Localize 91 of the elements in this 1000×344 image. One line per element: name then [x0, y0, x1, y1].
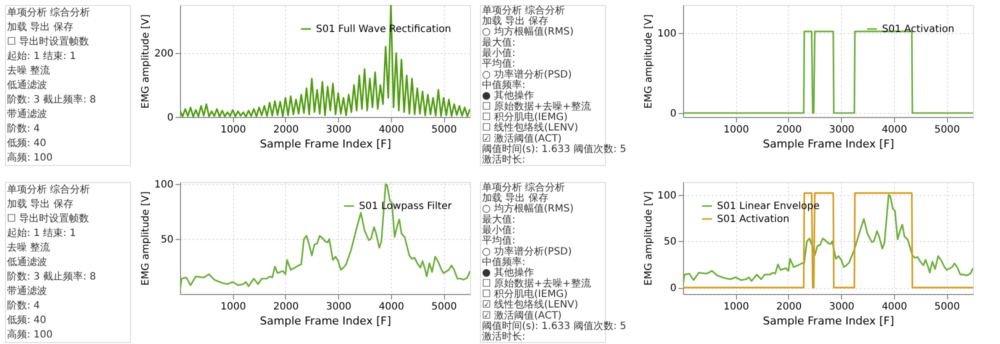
text: 阶数: 4 [7, 124, 40, 135]
x-tick-label: 3000 [828, 302, 854, 312]
text: 加载 导出 保存 [7, 198, 74, 210]
text: 去噪 整流 [7, 241, 50, 254]
x-tick-label: 2000 [776, 302, 802, 312]
y-tick-label: 200 [154, 48, 174, 60]
x-axis-title: Sample Frame Index [F] [762, 314, 894, 328]
text: 单项分析 综合分析 [482, 181, 566, 194]
text: 加载 导出 保存 [482, 15, 548, 27]
x-tick-label: 4000 [378, 124, 404, 136]
text: ○ 均方根幅值(RMS) [482, 202, 574, 215]
x-tick-label: 4000 [882, 302, 908, 312]
text: ● 其他操作 [482, 90, 534, 102]
x-tick-label: 1000 [220, 124, 246, 136]
text: ☐ 导出时设置帧数 [7, 212, 90, 224]
text: 单项分析 综合分析 [7, 183, 90, 196]
x-axis-title: Sample Frame Index [F] [762, 138, 894, 150]
text: 中值频率: [482, 79, 526, 91]
text: 低通滤波 [7, 79, 47, 91]
text: ☐ 原始数据+去噪+整流 [482, 100, 591, 112]
x-tick-label: 3000 [326, 124, 352, 136]
text: ☑ 激活阈值(ACT) [482, 132, 562, 144]
text: ○ 功率谱分析(PSD) [482, 68, 572, 80]
text: 阶数: 3 截止频率: 8 [7, 94, 96, 106]
text: 平均值: [482, 58, 516, 70]
text: 阶数: 3 截止频率: 8 [7, 270, 96, 283]
y-tick-label: 0 [167, 112, 174, 124]
x-tick-label: 5000 [934, 302, 960, 312]
text: ☐ 线性包络线(LENV) [482, 122, 578, 134]
x-tick-label: 3000 [828, 124, 854, 136]
text: 阈值时间(s): 1.633 阈值次数: 5 [482, 320, 626, 332]
text: 阈值时间(s): 1.633 阈值次数: 5 [482, 143, 626, 155]
x-tick-label: 3000 [326, 302, 352, 312]
text: ● 其他操作 [482, 266, 534, 279]
text: 最大值: [482, 36, 516, 48]
text: 加载 导出 保存 [7, 20, 74, 33]
legend-label: S01 Activation [717, 214, 790, 225]
text: 起始: 1 结束: 1 [7, 50, 76, 62]
x-tick-label: 4000 [882, 124, 908, 136]
text: 最大值: [482, 213, 516, 226]
text: 最小值: [482, 47, 516, 59]
x-tick-label: 5000 [431, 124, 457, 136]
text: 带通滤波 [7, 285, 47, 298]
text: 加载 导出 保存 [482, 192, 548, 204]
y-tick-label: 100 [154, 180, 174, 191]
x-tick-label: 2000 [273, 302, 299, 312]
line-series [180, 183, 470, 292]
text: 低通滤波 [7, 256, 47, 268]
text: 低频: 40 [7, 137, 46, 150]
text: 单项分析 综合分析 [482, 4, 566, 16]
text: ☑ 线性包络线(LENV) [482, 298, 578, 311]
text: ☐ 原始数据+去噪+整流 [482, 277, 591, 290]
x-tick-label: 1000 [724, 124, 749, 136]
text: 平均值: [482, 234, 516, 247]
text: 阶数: 4 [7, 300, 40, 312]
y-tick-label: 50 [664, 236, 676, 248]
x-tick-label: 5000 [431, 302, 457, 312]
text: ○ 均方根幅值(RMS) [482, 26, 574, 38]
y-tick-label: 100 [657, 190, 676, 202]
y-tick-label: 0 [670, 108, 676, 120]
text: 去噪 整流 [7, 64, 50, 76]
text: 中值频率: [482, 256, 526, 268]
y-axis-title: EMG amplitude [V] [140, 14, 152, 109]
y-tick-label: 50 [160, 234, 174, 246]
text: ☑ 激活阈值(ACT) [482, 309, 562, 322]
text: 低频: 40 [7, 314, 46, 326]
text: 单项分析 综合分析 [7, 6, 90, 18]
x-axis-title: Sample Frame Index [F] [260, 138, 392, 150]
text: 高频: 100 [7, 328, 53, 341]
text: 带通滤波 [7, 108, 47, 120]
text: ☐ 积分肌电(IEMG) [482, 288, 568, 300]
x-tick-label: 2000 [273, 124, 299, 136]
text: 最小值: [482, 224, 516, 236]
text: ○ 功率谱分析(PSD) [482, 245, 572, 258]
text: ☐ 导出时设置帧数 [7, 35, 90, 48]
text: 激活时长: [482, 154, 526, 166]
x-tick-label: 5000 [934, 124, 960, 136]
y-axis-title: EMG amplitude [V] [643, 191, 654, 286]
x-tick-label: 1000 [220, 302, 246, 312]
x-axis-title: Sample Frame Index [F] [260, 314, 392, 328]
y-axis-title: EMG amplitude [V] [643, 14, 654, 109]
text: 激活时长: [482, 330, 526, 343]
y-tick-label: 0 [670, 283, 676, 294]
y-axis-title: EMG amplitude [V] [140, 191, 152, 286]
x-tick-label: 1000 [724, 302, 749, 312]
text: 起始: 1 结束: 1 [7, 226, 76, 239]
y-tick-label: 100 [657, 28, 676, 40]
text: ☐ 积分肌电(IEMG) [482, 111, 568, 123]
x-tick-label: 4000 [378, 302, 404, 312]
text: 高频: 100 [7, 152, 53, 164]
x-tick-label: 2000 [776, 124, 802, 136]
